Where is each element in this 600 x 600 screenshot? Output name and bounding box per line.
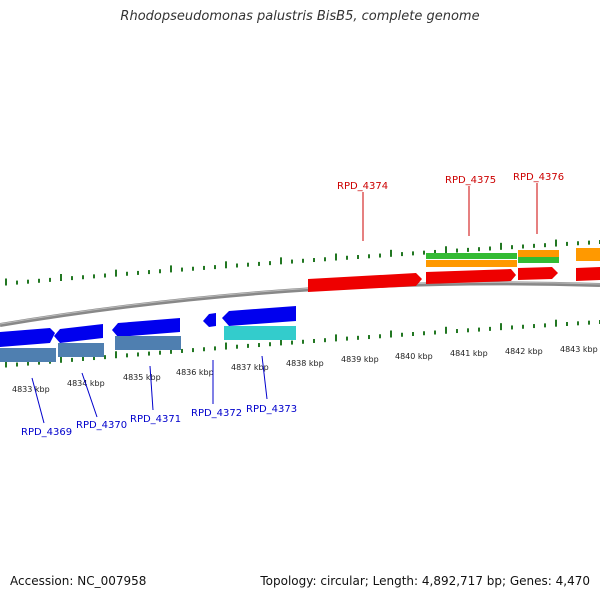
gene-feature-rpd-4370[interactable] — [54, 324, 103, 343]
gene-label-rpd-4371[interactable]: RPD_4371 — [130, 414, 181, 425]
reverse-gene-labels: RPD_4369 RPD_4370 RPD_4371 RPD_4372 RPD_… — [21, 355, 297, 438]
kbp-label-4842: 4842 kbp — [505, 347, 543, 356]
gene-feature-rpd-4370-steel[interactable] — [58, 343, 104, 357]
forward-features — [308, 248, 600, 292]
gene-feature-next-orange[interactable] — [576, 248, 600, 261]
kbp-label-4836: 4836 kbp — [176, 368, 214, 377]
gene-feature-rpd-4369[interactable] — [0, 328, 55, 347]
gene-feature-rpd-4375-orange[interactable] — [426, 260, 517, 267]
kbp-label-4843: 4843 kbp — [560, 345, 598, 354]
kbp-label-4840: 4840 kbp — [395, 352, 433, 361]
kbp-label-4837: 4837 kbp — [231, 363, 269, 372]
kbp-label-4835: 4835 kbp — [123, 373, 161, 382]
gene-label-rpd-4370[interactable]: RPD_4370 — [76, 420, 127, 431]
map-title: Rhodopseudomonas palustris BisB5, comple… — [120, 9, 480, 24]
reverse-features — [0, 306, 296, 362]
kbp-label-4839: 4839 kbp — [341, 355, 379, 364]
gene-feature-rpd-4373-cyan[interactable] — [224, 326, 296, 340]
gene-feature-rpd-4375[interactable] — [426, 269, 516, 284]
leader-line-rpd-4373 — [261, 355, 268, 400]
genome-backbone-highlight — [0, 281, 600, 325]
gene-label-rpd-4374[interactable]: RPD_4374 — [337, 181, 388, 192]
leader-line-rpd-4371 — [149, 365, 154, 411]
kbp-label-4838: 4838 kbp — [286, 359, 324, 368]
kbp-label-4841: 4841 kbp — [450, 349, 488, 358]
kbp-label-4833: 4833 kbp — [12, 385, 50, 394]
gene-feature-rpd-4372[interactable] — [203, 313, 216, 327]
genome-backbone — [0, 281, 600, 327]
gene-label-rpd-4373[interactable]: RPD_4373 — [246, 404, 297, 415]
gene-label-rpd-4369[interactable]: RPD_4369 — [21, 427, 72, 438]
gene-feature-rpd-4369-steel[interactable] — [0, 348, 56, 362]
genome-summary-text: Topology: circular; Length: 4,892,717 bp… — [260, 574, 590, 588]
gene-label-rpd-4376[interactable]: RPD_4376 — [513, 172, 564, 183]
gene-feature-next[interactable] — [576, 267, 600, 281]
gene-feature-rpd-4376-orange[interactable] — [518, 250, 559, 257]
gene-feature-rpd-4376-green[interactable] — [518, 257, 559, 263]
accession-text: Accession: NC_007958 — [10, 574, 147, 588]
gene-label-rpd-4375[interactable]: RPD_4375 — [445, 175, 496, 186]
gene-feature-rpd-4371-steel[interactable] — [115, 336, 181, 350]
gene-feature-rpd-4374[interactable] — [308, 273, 422, 292]
leader-line-rpd-4370 — [81, 372, 98, 418]
gene-label-rpd-4372[interactable]: RPD_4372 — [191, 408, 242, 419]
leader-line-rpd-4369 — [31, 377, 45, 424]
gene-feature-rpd-4375-green[interactable] — [426, 253, 517, 259]
gene-feature-rpd-4371[interactable] — [112, 318, 180, 337]
forward-gene-labels: RPD_4374 RPD_4375 RPD_4376 — [337, 172, 564, 241]
outer-tick-ring — [5, 239, 600, 286]
gene-feature-rpd-4373[interactable] — [222, 306, 296, 326]
gene-feature-rpd-4376[interactable] — [518, 267, 558, 280]
